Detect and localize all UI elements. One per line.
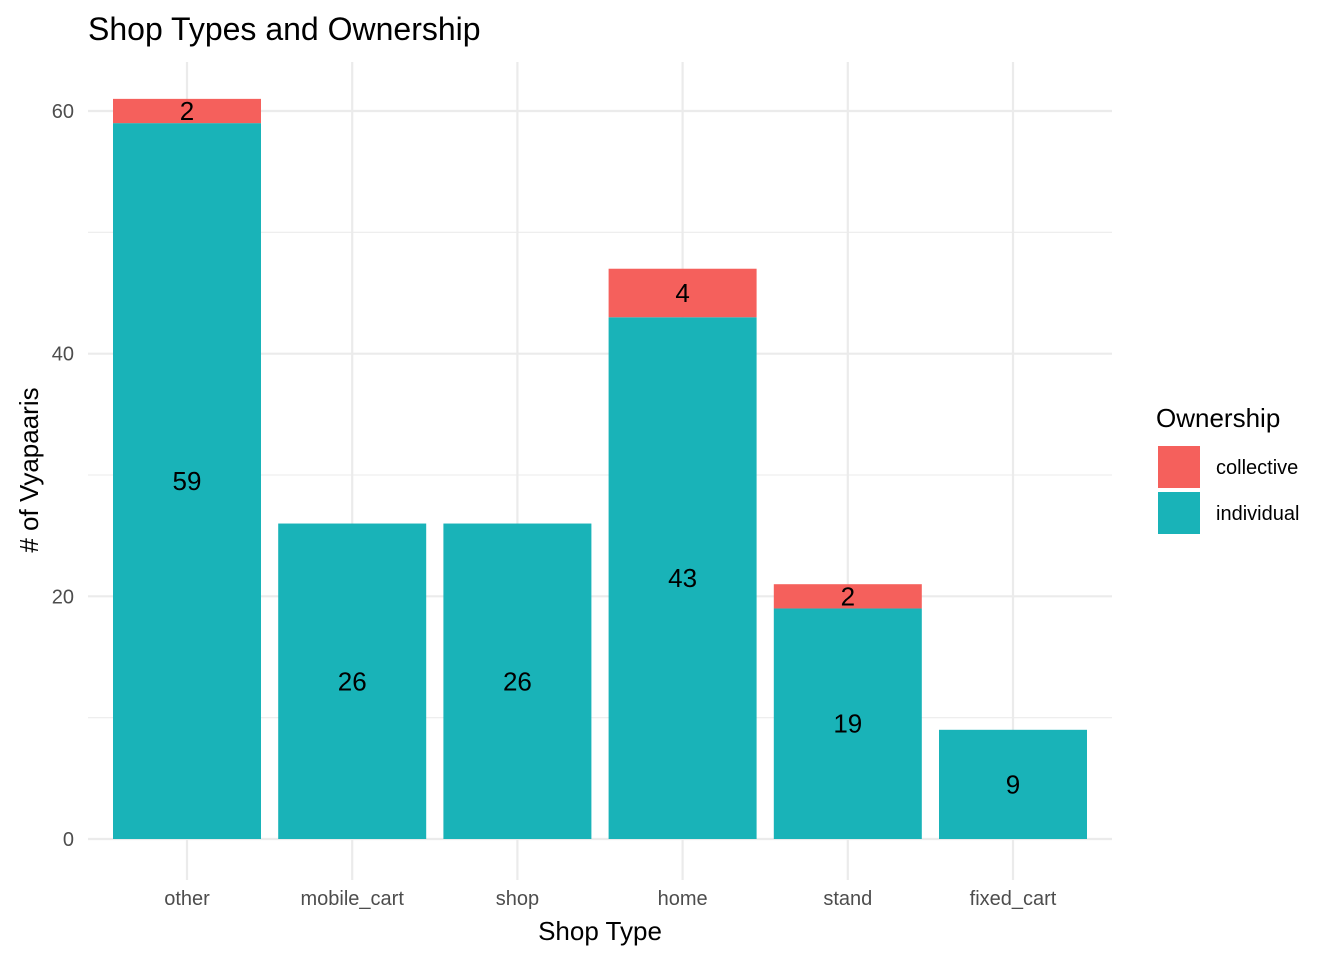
legend-key-individual — [1158, 492, 1200, 534]
data-label-collective-other: 2 — [180, 96, 194, 126]
data-label-individual-mobile_cart: 26 — [338, 666, 367, 696]
legend-label-collective: collective — [1216, 457, 1298, 479]
y-axis-ticks: 0 20 40 60 — [52, 101, 74, 851]
x-axis-ticks: other mobile_cart shop home stand fixed_cart — [164, 888, 1057, 910]
bars-layer — [113, 98, 1087, 840]
legend-label-individual: individual — [1216, 503, 1299, 525]
x-axis-title: Shop Type — [538, 916, 662, 946]
x-tick-label: mobile_cart — [301, 888, 405, 910]
data-labels-layer: 59 2 26 26 43 4 19 2 9 — [173, 96, 1021, 799]
y-tick-label: 60 — [52, 101, 74, 123]
x-tick-label: fixed_cart — [970, 888, 1057, 910]
data-label-individual-stand: 19 — [833, 709, 862, 739]
x-tick-label: stand — [823, 888, 872, 910]
data-label-collective-stand: 2 — [841, 581, 855, 611]
legend-entries: collective individual — [1158, 446, 1299, 534]
legend-key-collective — [1158, 446, 1200, 488]
bar-individual-fixed_cart — [939, 729, 1087, 839]
y-tick-label: 0 — [63, 829, 74, 851]
x-tick-label: home — [658, 888, 708, 910]
legend: Ownership collective individual — [1156, 403, 1299, 534]
chart-title: Shop Types and Ownership — [88, 11, 481, 47]
bar-collective-other — [113, 98, 261, 124]
y-tick-label: 40 — [52, 344, 74, 366]
data-label-individual-home: 43 — [668, 563, 697, 593]
data-label-individual-fixed_cart: 9 — [1006, 769, 1020, 799]
bar-individual-mobile_cart — [278, 523, 427, 839]
y-axis-title: # of Vyapaaris — [14, 387, 44, 552]
y-tick-label: 20 — [52, 586, 74, 608]
bar-individual-stand — [773, 608, 922, 839]
bar-individual-other — [113, 123, 261, 840]
data-label-collective-home: 4 — [675, 278, 689, 308]
x-tick-label: shop — [496, 888, 539, 910]
bar-collective-stand — [773, 584, 922, 609]
bar-individual-shop — [443, 523, 592, 839]
data-label-individual-shop: 26 — [503, 666, 532, 696]
bar-individual-home — [608, 317, 757, 839]
legend-title: Ownership — [1156, 403, 1280, 433]
x-tick-label: other — [164, 888, 210, 910]
data-label-individual-other: 59 — [173, 466, 202, 496]
bar-collective-home — [608, 268, 757, 318]
